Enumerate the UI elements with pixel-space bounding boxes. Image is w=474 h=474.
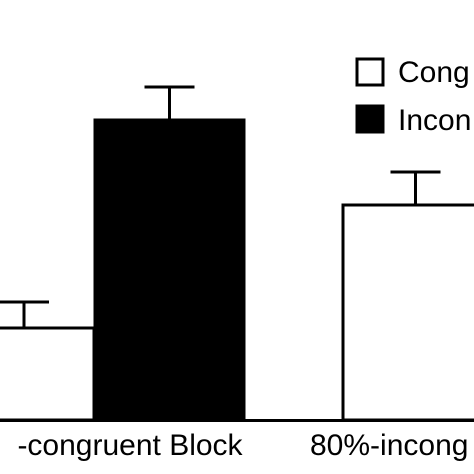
legend: Cong Incon	[355, 56, 471, 137]
bar-0-1	[341, 203, 474, 422]
legend-swatch-incon	[355, 104, 385, 134]
bars-layer	[0, 118, 474, 422]
error-bar-0-0	[0, 300, 49, 328]
error-bars-layer	[0, 85, 441, 328]
legend-swatch-cong	[355, 57, 385, 87]
error-bar-0-1	[390, 170, 441, 205]
bar-0-0	[0, 326, 96, 422]
bar-1-0	[93, 118, 246, 422]
legend-label-cong: Cong	[398, 56, 470, 89]
x-tick-label-1: 80%-incong	[310, 429, 468, 462]
legend-label-incon: Incon	[398, 104, 471, 137]
x-tick-label-0: -congruent Block	[17, 429, 243, 462]
error-bar-1-0	[144, 85, 195, 120]
